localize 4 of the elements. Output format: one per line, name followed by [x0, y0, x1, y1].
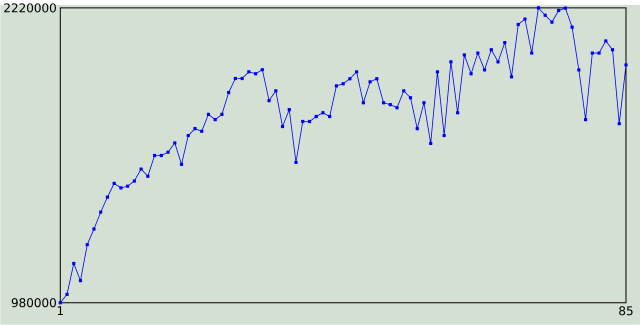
y-tick-label: 2220000 [4, 3, 56, 13]
x-tick-label: 85 [619, 306, 633, 316]
y-tick-label: 980000 [12, 298, 56, 308]
x-tick-label: 1 [58, 306, 63, 316]
